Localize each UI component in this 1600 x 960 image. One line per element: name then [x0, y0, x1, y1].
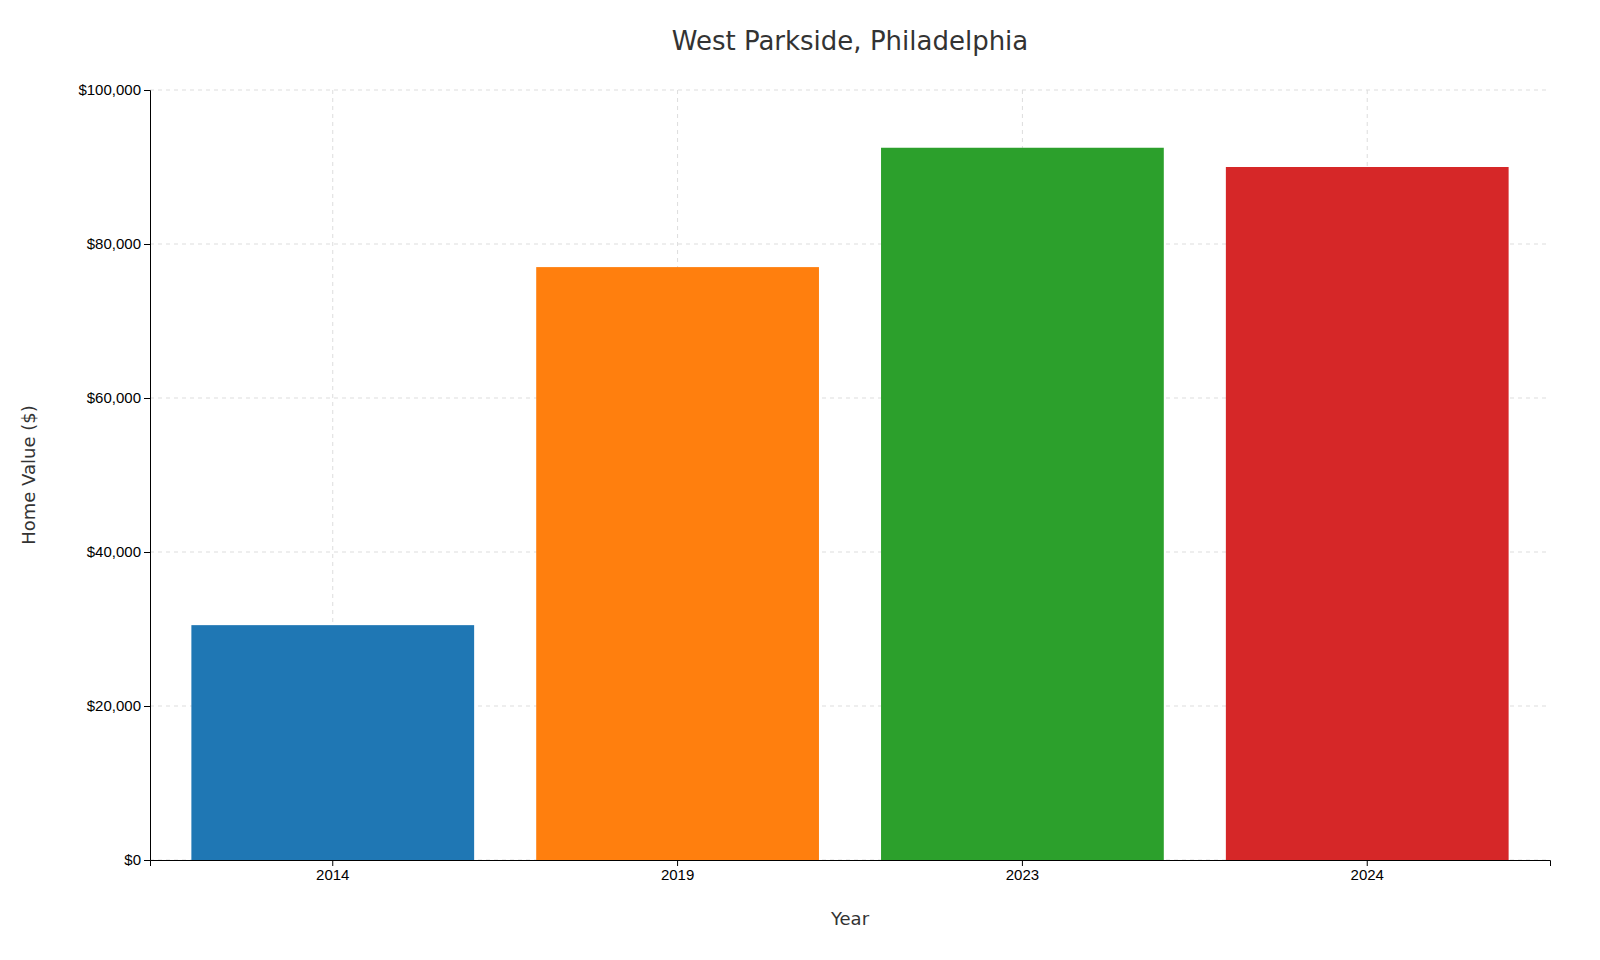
y-tick: $20,000: [87, 697, 150, 714]
bar: [881, 148, 1164, 860]
x-axis-line: [151, 861, 1551, 867]
y-grid-line: [150, 90, 1550, 91]
y-tick: $80,000: [87, 235, 150, 252]
x-axis-title: Year: [830, 908, 870, 929]
y-tick-mark: [144, 398, 150, 399]
y-axis-line: [144, 91, 151, 861]
plot-area: $0 $20,000 $40,000 $60,000 $80,000 $100,000 20…: [78, 81, 1550, 882]
y-axis: $0 $20,000 $40,000 $60,000 $80,000 $100,000: [78, 81, 150, 868]
grid: [150, 90, 1550, 860]
x-tick: 2014: [316, 860, 349, 883]
y-tick: $0: [124, 851, 150, 868]
y-tick-mark: [144, 90, 150, 91]
y-tick-mark: [144, 552, 150, 553]
x-tick: 2023: [1006, 860, 1039, 883]
y-axis-title: Home Value ($): [18, 405, 39, 545]
bars: [191, 148, 1508, 860]
bar: [1226, 167, 1509, 860]
bar: [191, 625, 474, 860]
y-tick-label: $40,000: [87, 543, 141, 560]
y-tick-label: $20,000: [87, 697, 141, 714]
x-axis: 2014 2019 2023 2024: [151, 860, 1551, 883]
x-tick: 2024: [1351, 860, 1384, 883]
x-tick-label: 2014: [316, 866, 349, 883]
y-tick-label: $100,000: [78, 81, 141, 98]
x-tick: 2019: [661, 860, 694, 883]
y-tick-label: $0: [124, 851, 141, 868]
y-tick-mark: [144, 244, 150, 245]
x-tick-label: 2019: [661, 866, 694, 883]
x-tick-label: 2024: [1351, 866, 1384, 883]
chart: $0 $20,000 $40,000 $60,000 $80,000 $100,000 20…: [0, 0, 1600, 960]
y-tick: $60,000: [87, 389, 150, 406]
y-tick-mark: [144, 706, 150, 707]
y-tick-label: $80,000: [87, 235, 141, 252]
y-tick: $100,000: [78, 81, 150, 98]
y-tick: $40,000: [87, 543, 150, 560]
x-tick-label: 2023: [1006, 866, 1039, 883]
bar: [536, 267, 819, 860]
y-tick-label: $60,000: [87, 389, 141, 406]
title: West Parkside, Philadelphia: [672, 26, 1029, 56]
y-tick-mark: [144, 860, 150, 861]
